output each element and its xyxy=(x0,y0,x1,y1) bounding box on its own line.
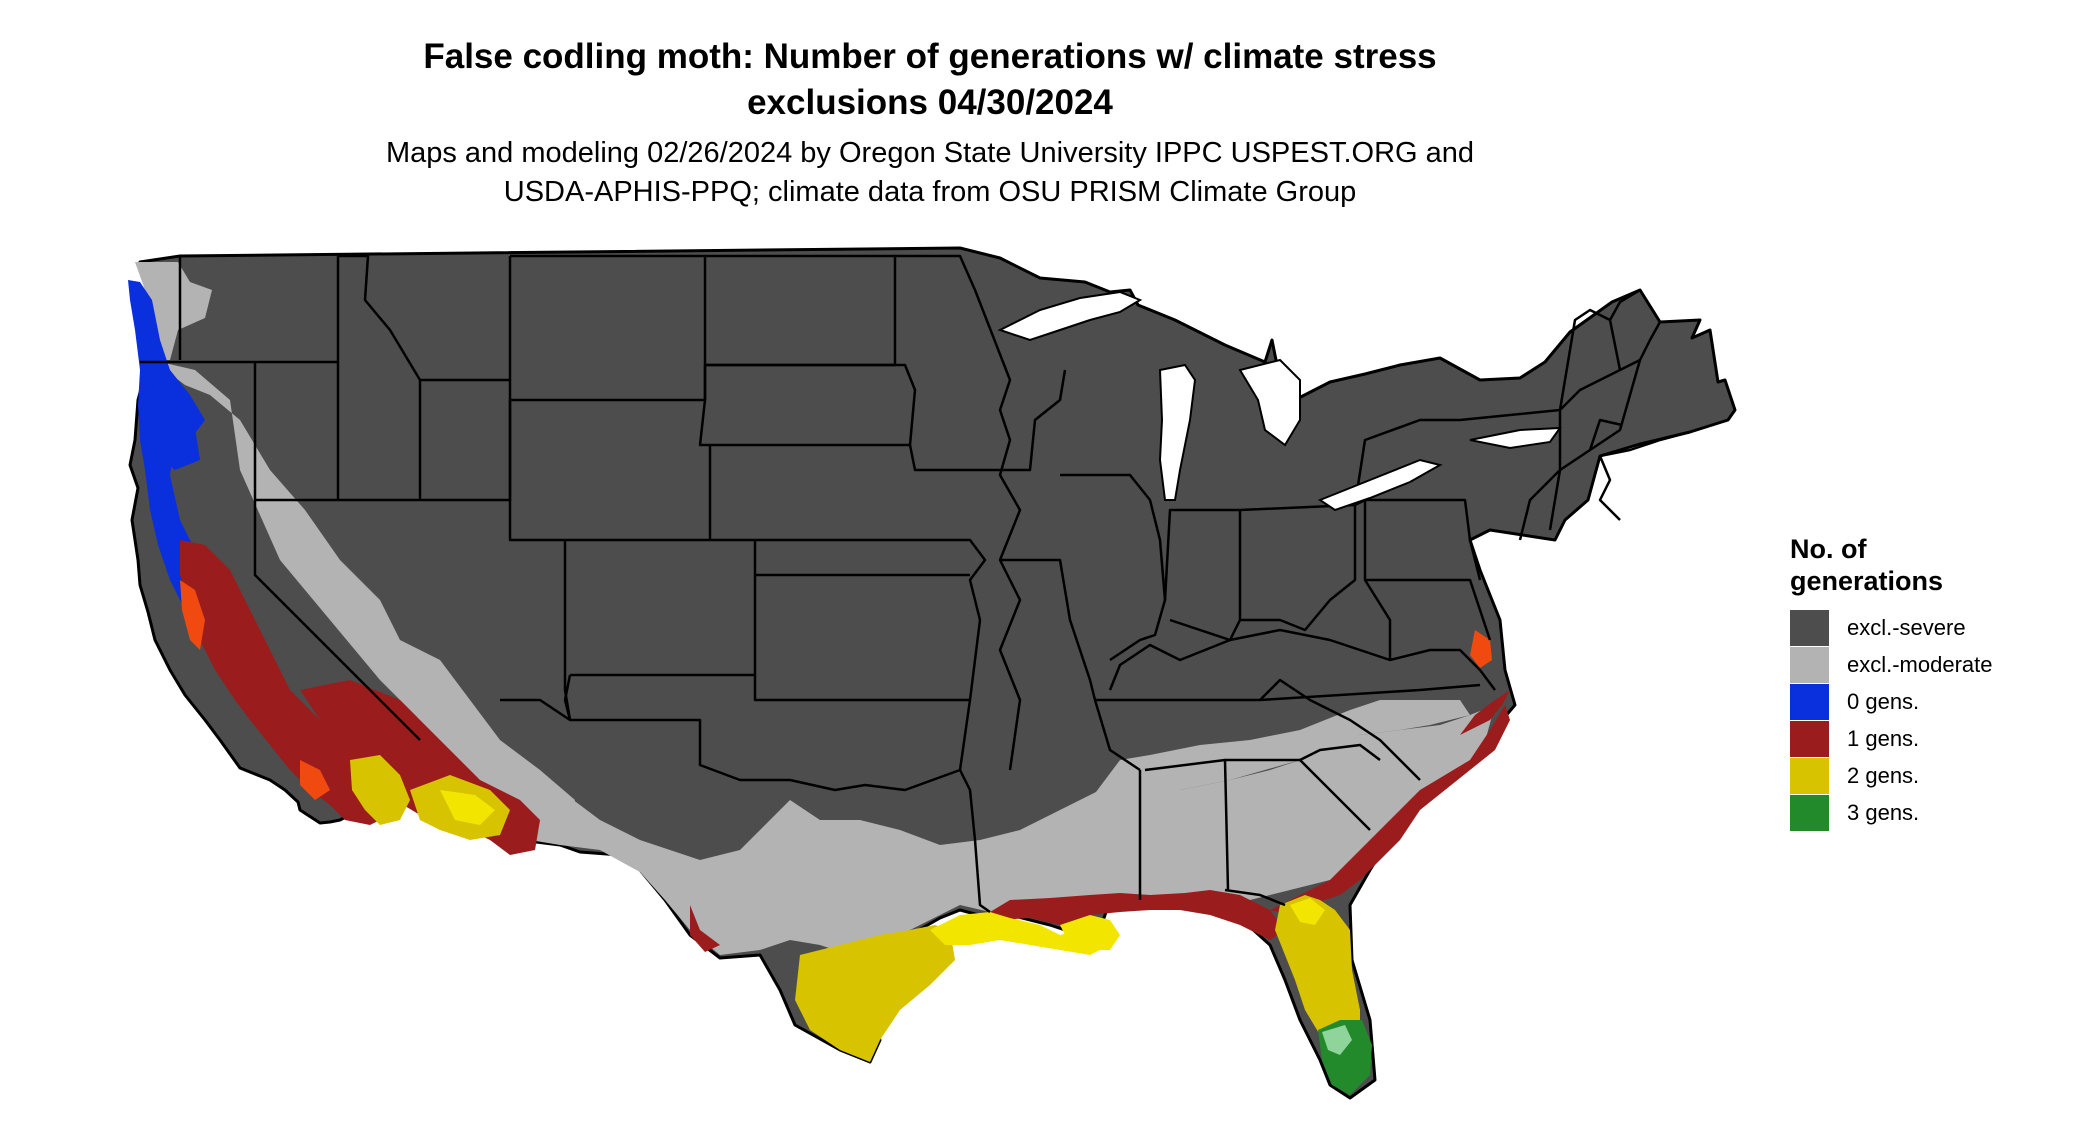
legend-label: excl.-severe xyxy=(1847,614,1966,640)
three-gen-south-florida-light xyxy=(1322,1025,1352,1055)
lake-ontario xyxy=(1469,426,1563,450)
two-gen-arizona-bright xyxy=(440,790,495,825)
lake-huron xyxy=(1238,358,1301,447)
legend-item: 2 gens. xyxy=(1790,757,2080,794)
hot-spot-california-coast xyxy=(180,580,205,650)
legend-label: 2 gens. xyxy=(1847,762,1920,788)
two-gen-southern-california xyxy=(350,755,410,825)
map-subtitle: Maps and modeling 02/26/2024 by Oregon S… xyxy=(280,134,1580,212)
legend-item: excl.-severe xyxy=(1790,609,2080,646)
legend-title-line-1: No. of xyxy=(1790,534,1867,564)
legend-items: excl.-severe excl.-moderate 0 gens. 1 gens.… xyxy=(1790,609,2080,831)
map-title: False codling moth: Number of generation… xyxy=(280,34,1580,126)
one-gen-carolina-coast xyxy=(1460,690,1510,735)
legend-label: 0 gens. xyxy=(1847,688,1920,714)
map-title-line-2: exclusions 04/30/2024 xyxy=(747,83,1113,122)
legend-swatch xyxy=(1790,609,1829,646)
one-gen-texas-border xyxy=(690,905,720,952)
two-gen-florida xyxy=(1275,895,1360,1040)
legend-item: excl.-moderate xyxy=(1790,646,2080,683)
zero-gen-coastal-strip xyxy=(128,280,240,665)
legend: No. of generations excl.-severe excl.-mod… xyxy=(1790,533,2080,831)
zero-gen-oregon-coast xyxy=(140,380,200,470)
legend-label: excl.-moderate xyxy=(1847,651,1993,677)
legend-item: 1 gens. xyxy=(1790,720,2080,757)
moderate-southeast-inland xyxy=(1090,700,1470,800)
map-subtitle-line-1: Maps and modeling 02/26/2024 by Oregon S… xyxy=(385,137,1475,169)
legend-swatch xyxy=(1790,794,1829,831)
two-gen-florida-bright xyxy=(1290,898,1325,925)
legend-swatch xyxy=(1790,646,1829,683)
legend-swatch xyxy=(1790,757,1829,794)
lake-erie xyxy=(1317,458,1443,512)
legend-swatch xyxy=(1790,720,1829,757)
lake-michigan xyxy=(1158,363,1197,501)
legend-label: 3 gens. xyxy=(1847,799,1920,825)
legend-swatch xyxy=(1790,683,1829,720)
legend-title-line-2: generations xyxy=(1790,566,1944,596)
two-gen-south-texas xyxy=(795,925,955,1062)
map-title-line-1: False codling moth: Number of generation… xyxy=(423,37,1437,76)
lake-superior xyxy=(997,290,1143,342)
legend-item: 3 gens. xyxy=(1790,794,2080,831)
legend-title: No. of generations xyxy=(1790,533,2080,597)
map-subtitle-line-2: USDA-APHIS-PPQ; climate data from OSU PR… xyxy=(503,176,1357,208)
two-gen-louisiana xyxy=(1060,915,1120,950)
hot-spot-chesapeake xyxy=(1470,630,1492,668)
two-gen-gulf-bright xyxy=(930,912,1110,955)
legend-label: 1 gens. xyxy=(1847,725,1920,751)
legend-item: 0 gens. xyxy=(1790,683,2080,720)
one-gen-gulf-coast xyxy=(990,890,1285,940)
hot-spot-california-south xyxy=(300,760,330,800)
